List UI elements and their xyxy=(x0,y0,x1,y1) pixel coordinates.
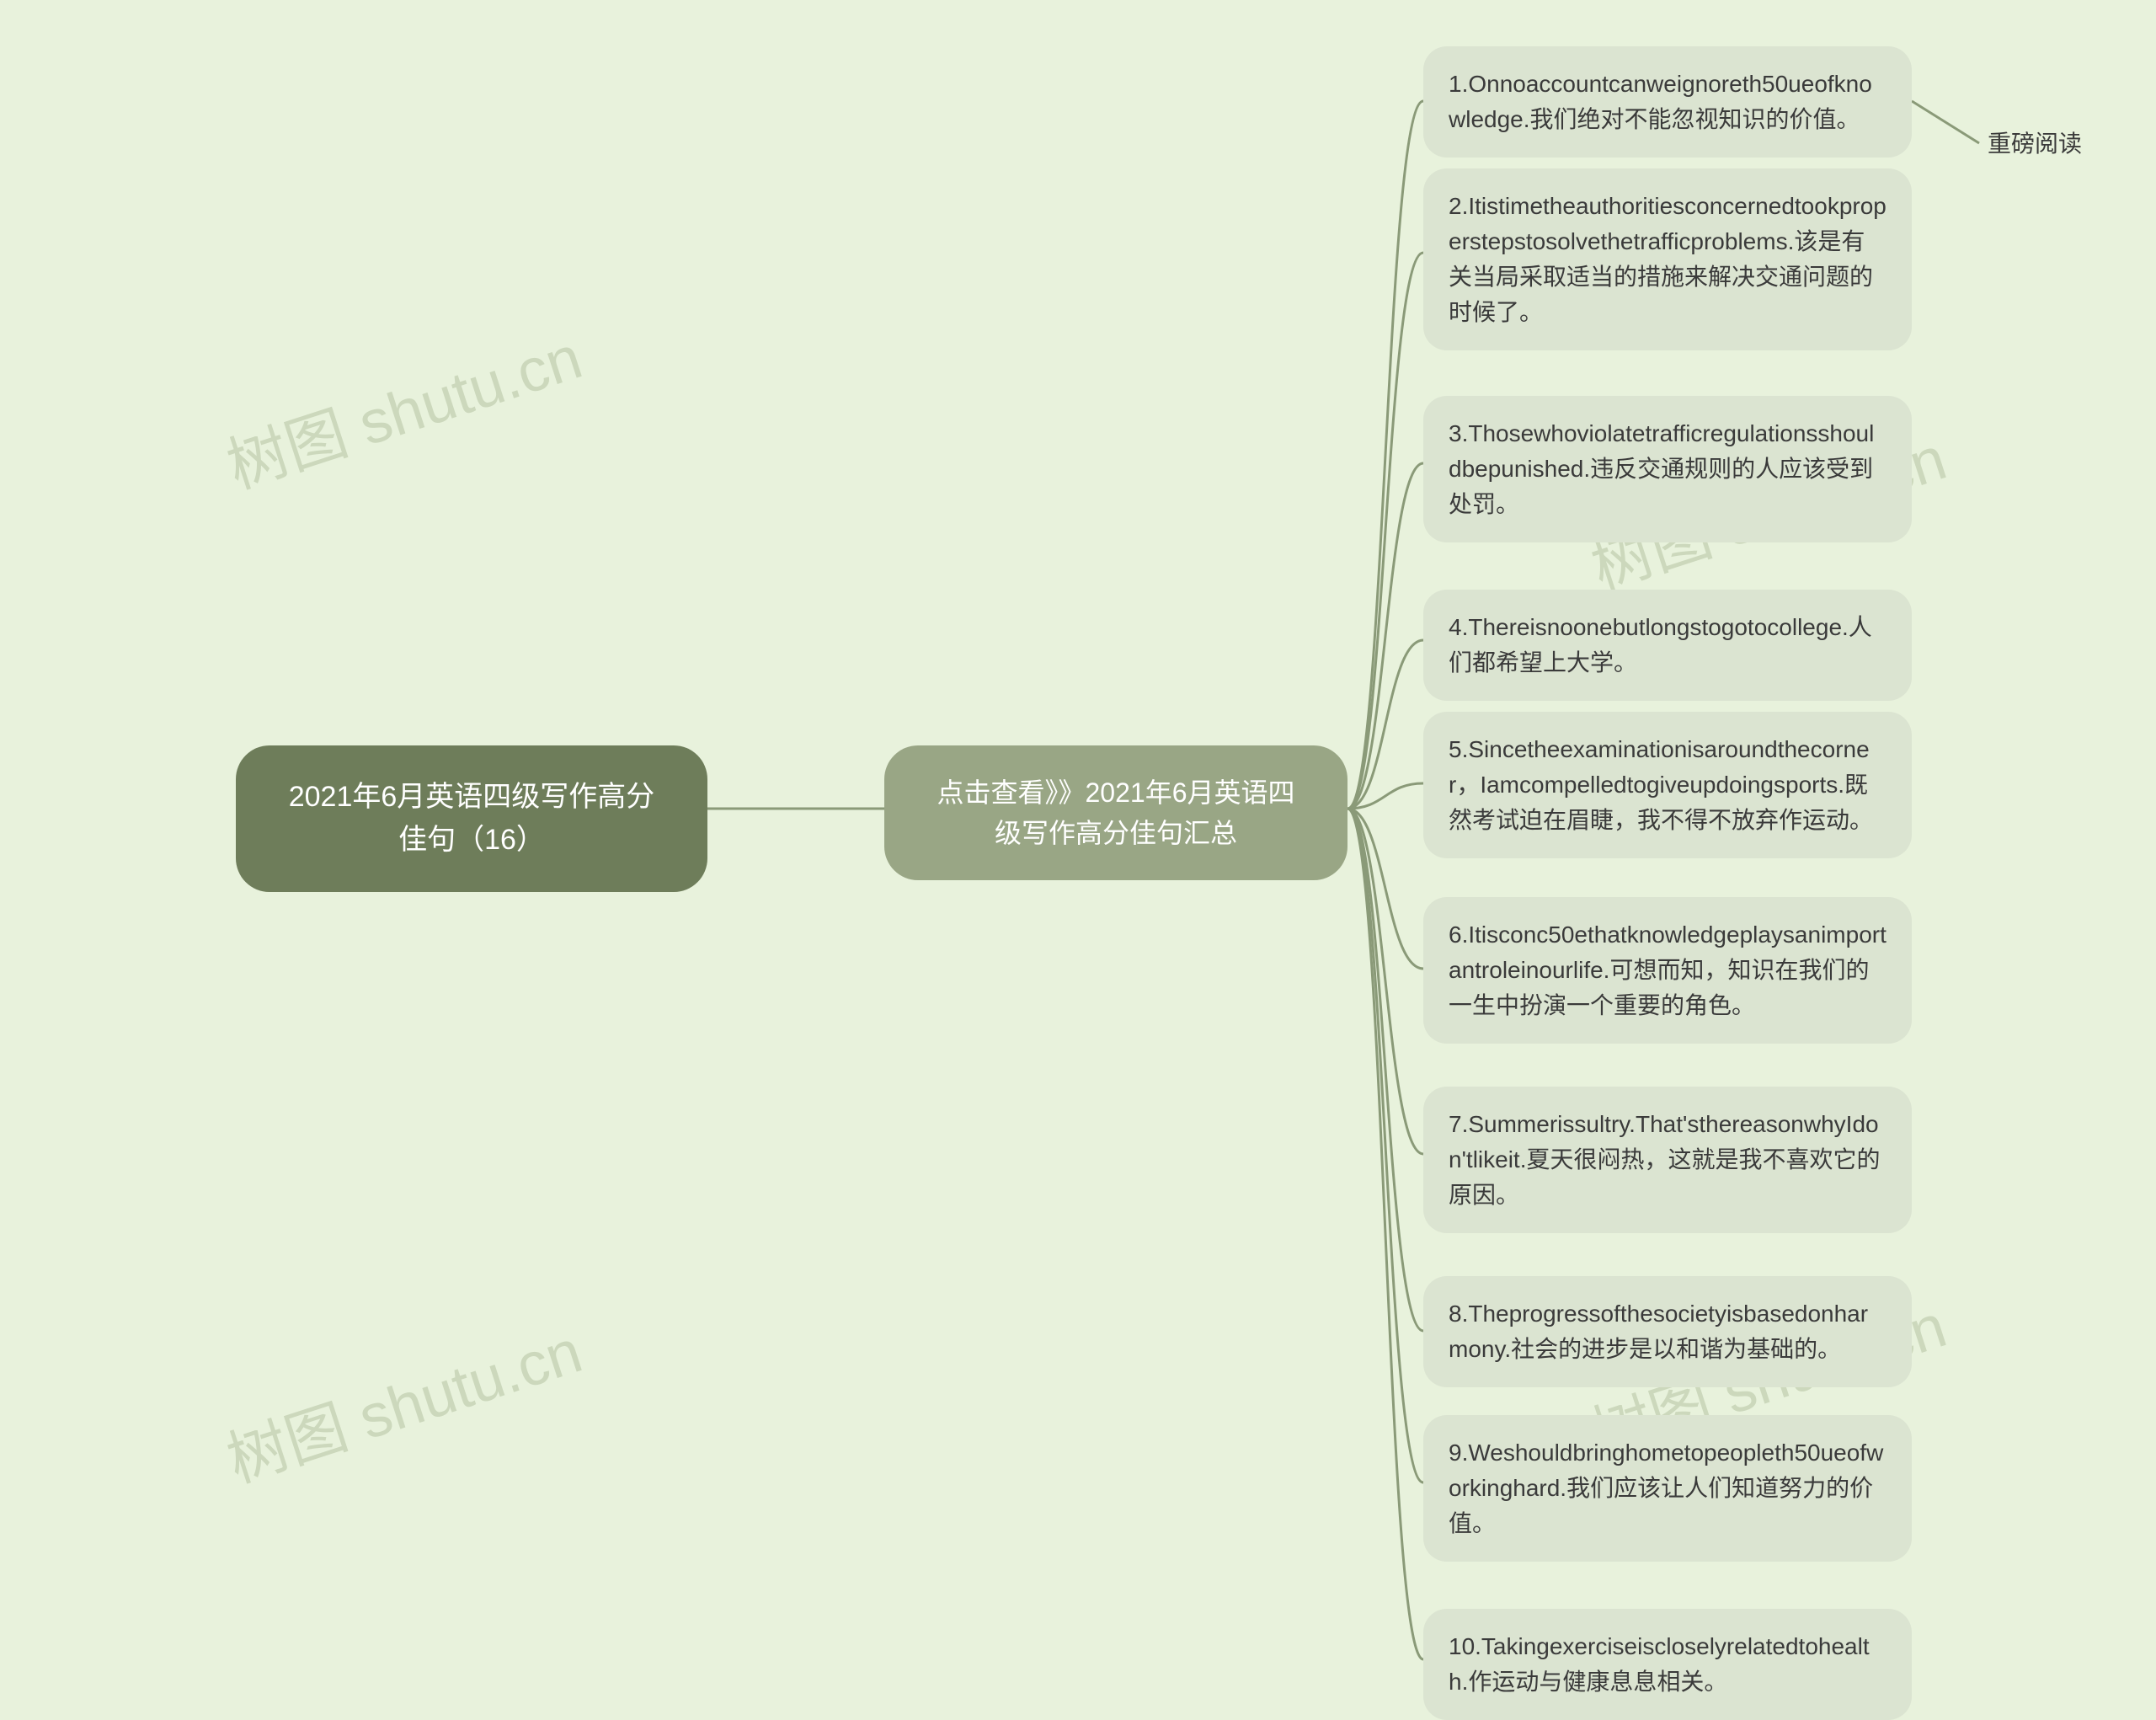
leaf-node[interactable]: 8.Theprogressofthesocietyisbasedonharmon… xyxy=(1423,1276,1912,1387)
leaf-node[interactable]: 6.Itisconc50ethatknowledgeplaysanimporta… xyxy=(1423,897,1912,1044)
leaf-node[interactable]: 1.Onnoaccountcanweignoreth50ueofknowledg… xyxy=(1423,46,1912,158)
tag-node[interactable]: 重磅阅读 xyxy=(1988,126,2082,162)
leaf-node[interactable]: 10.Takingexerciseiscloselyrelatedtohealt… xyxy=(1423,1609,1912,1720)
root-node[interactable]: 2021年6月英语四级写作高分佳句（16） xyxy=(236,745,707,892)
leaf-node[interactable]: 7.Summerissultry.That'sthereasonwhyIdon'… xyxy=(1423,1087,1912,1233)
watermark: 树图 shutu.cn xyxy=(214,307,590,505)
leaf-node[interactable]: 3.Thosewhoviolatetrafficregulationsshoul… xyxy=(1423,396,1912,542)
leaf-node[interactable]: 2.Itistimetheauthoritiesconcernedtookpro… xyxy=(1423,168,1912,350)
watermark: 树图 shutu.cn xyxy=(214,1301,590,1499)
leaf-node[interactable]: 4.Thereisnoonebutlongstogotocollege.人们都希… xyxy=(1423,590,1912,701)
leaf-node[interactable]: 9.Weshouldbringhometopeopleth50ueofworki… xyxy=(1423,1415,1912,1562)
leaf-node[interactable]: 5.Sincetheexaminationisaroundthecorner，I… xyxy=(1423,712,1912,858)
level2-node[interactable]: 点击查看》》2021年6月英语四级写作高分佳句汇总 xyxy=(884,745,1348,880)
mindmap-canvas: 树图 shutu.cn 树图 shutu.cn 树图 shutu.cn 树图 s… xyxy=(0,0,2156,1717)
